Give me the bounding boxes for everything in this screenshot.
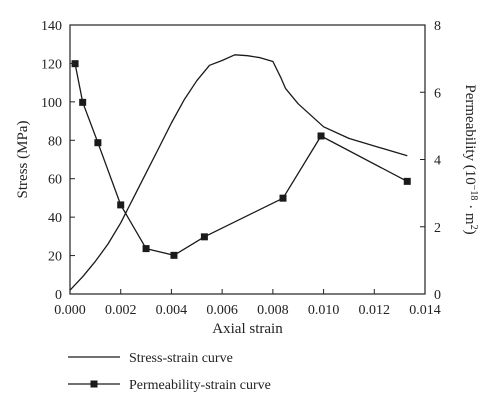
y-right-tick-label: 8 xyxy=(434,19,441,34)
x-tick-label: 0.010 xyxy=(308,303,340,318)
legend-swatch-marker xyxy=(90,380,98,388)
y-right-title-part: · m xyxy=(462,200,478,224)
data-point-marker xyxy=(317,132,325,140)
y-right-tick-label: 4 xyxy=(434,154,441,169)
y-left-tick-label: 0 xyxy=(55,288,62,303)
y-right-tick-label: 2 xyxy=(434,221,441,236)
y-right-title-part: 2 xyxy=(469,225,480,230)
x-tick-label: 0.014 xyxy=(409,303,441,318)
y-left-tick-label: 100 xyxy=(41,96,62,111)
data-point-marker xyxy=(279,194,287,202)
plot-layer xyxy=(69,54,411,291)
legend-label: Permeability-strain curve xyxy=(129,378,271,393)
data-point-marker xyxy=(117,201,125,209)
series-line-1 xyxy=(69,54,408,291)
data-point-marker xyxy=(142,245,150,253)
y-right-title-part: ) xyxy=(462,230,478,235)
y-left-tick-label: 20 xyxy=(48,250,62,265)
legend-label: Stress-strain curve xyxy=(129,351,233,366)
y-left-axis-title: Stress (MPa) xyxy=(15,121,31,199)
x-tick-label: 0.000 xyxy=(54,303,86,318)
data-point-marker xyxy=(200,233,208,241)
legend: Stress-strain curve Permeability-strain c… xyxy=(68,351,271,393)
x-axis-title: Axial strain xyxy=(212,321,283,337)
y-right-title-part: −18 xyxy=(469,185,480,201)
data-point-marker xyxy=(71,60,79,68)
x-tick-label: 0.002 xyxy=(105,303,137,318)
series-line-2 xyxy=(74,63,408,256)
axes-layer: 0.000 0.002 0.004 0.006 0.008 0.010 0.012 0.014… xyxy=(15,19,480,337)
y-right-title-part: Permeability (10 xyxy=(462,84,478,184)
y-left-tick-label: 60 xyxy=(48,173,62,188)
y-left-tick-label: 120 xyxy=(41,57,62,72)
x-tick-label: 0.008 xyxy=(257,303,289,318)
data-point-marker xyxy=(403,177,411,185)
x-tick-label: 0.004 xyxy=(156,303,188,318)
y-right-axis-title: Permeability (10−18 · m2) xyxy=(462,84,480,234)
y-left-tick-label: 140 xyxy=(41,19,62,34)
plot-frame xyxy=(69,24,426,295)
x-tick-label: 0.006 xyxy=(206,303,238,318)
y-right-tick-label: 0 xyxy=(434,288,441,303)
data-point-marker xyxy=(170,251,178,259)
data-point-marker xyxy=(94,139,102,147)
y-right-tick-label: 6 xyxy=(434,86,441,101)
y-left-tick-label: 80 xyxy=(48,134,62,149)
y-left-tick-label: 40 xyxy=(48,211,62,226)
x-tick-label: 0.012 xyxy=(359,303,391,318)
data-point-marker xyxy=(79,98,87,106)
